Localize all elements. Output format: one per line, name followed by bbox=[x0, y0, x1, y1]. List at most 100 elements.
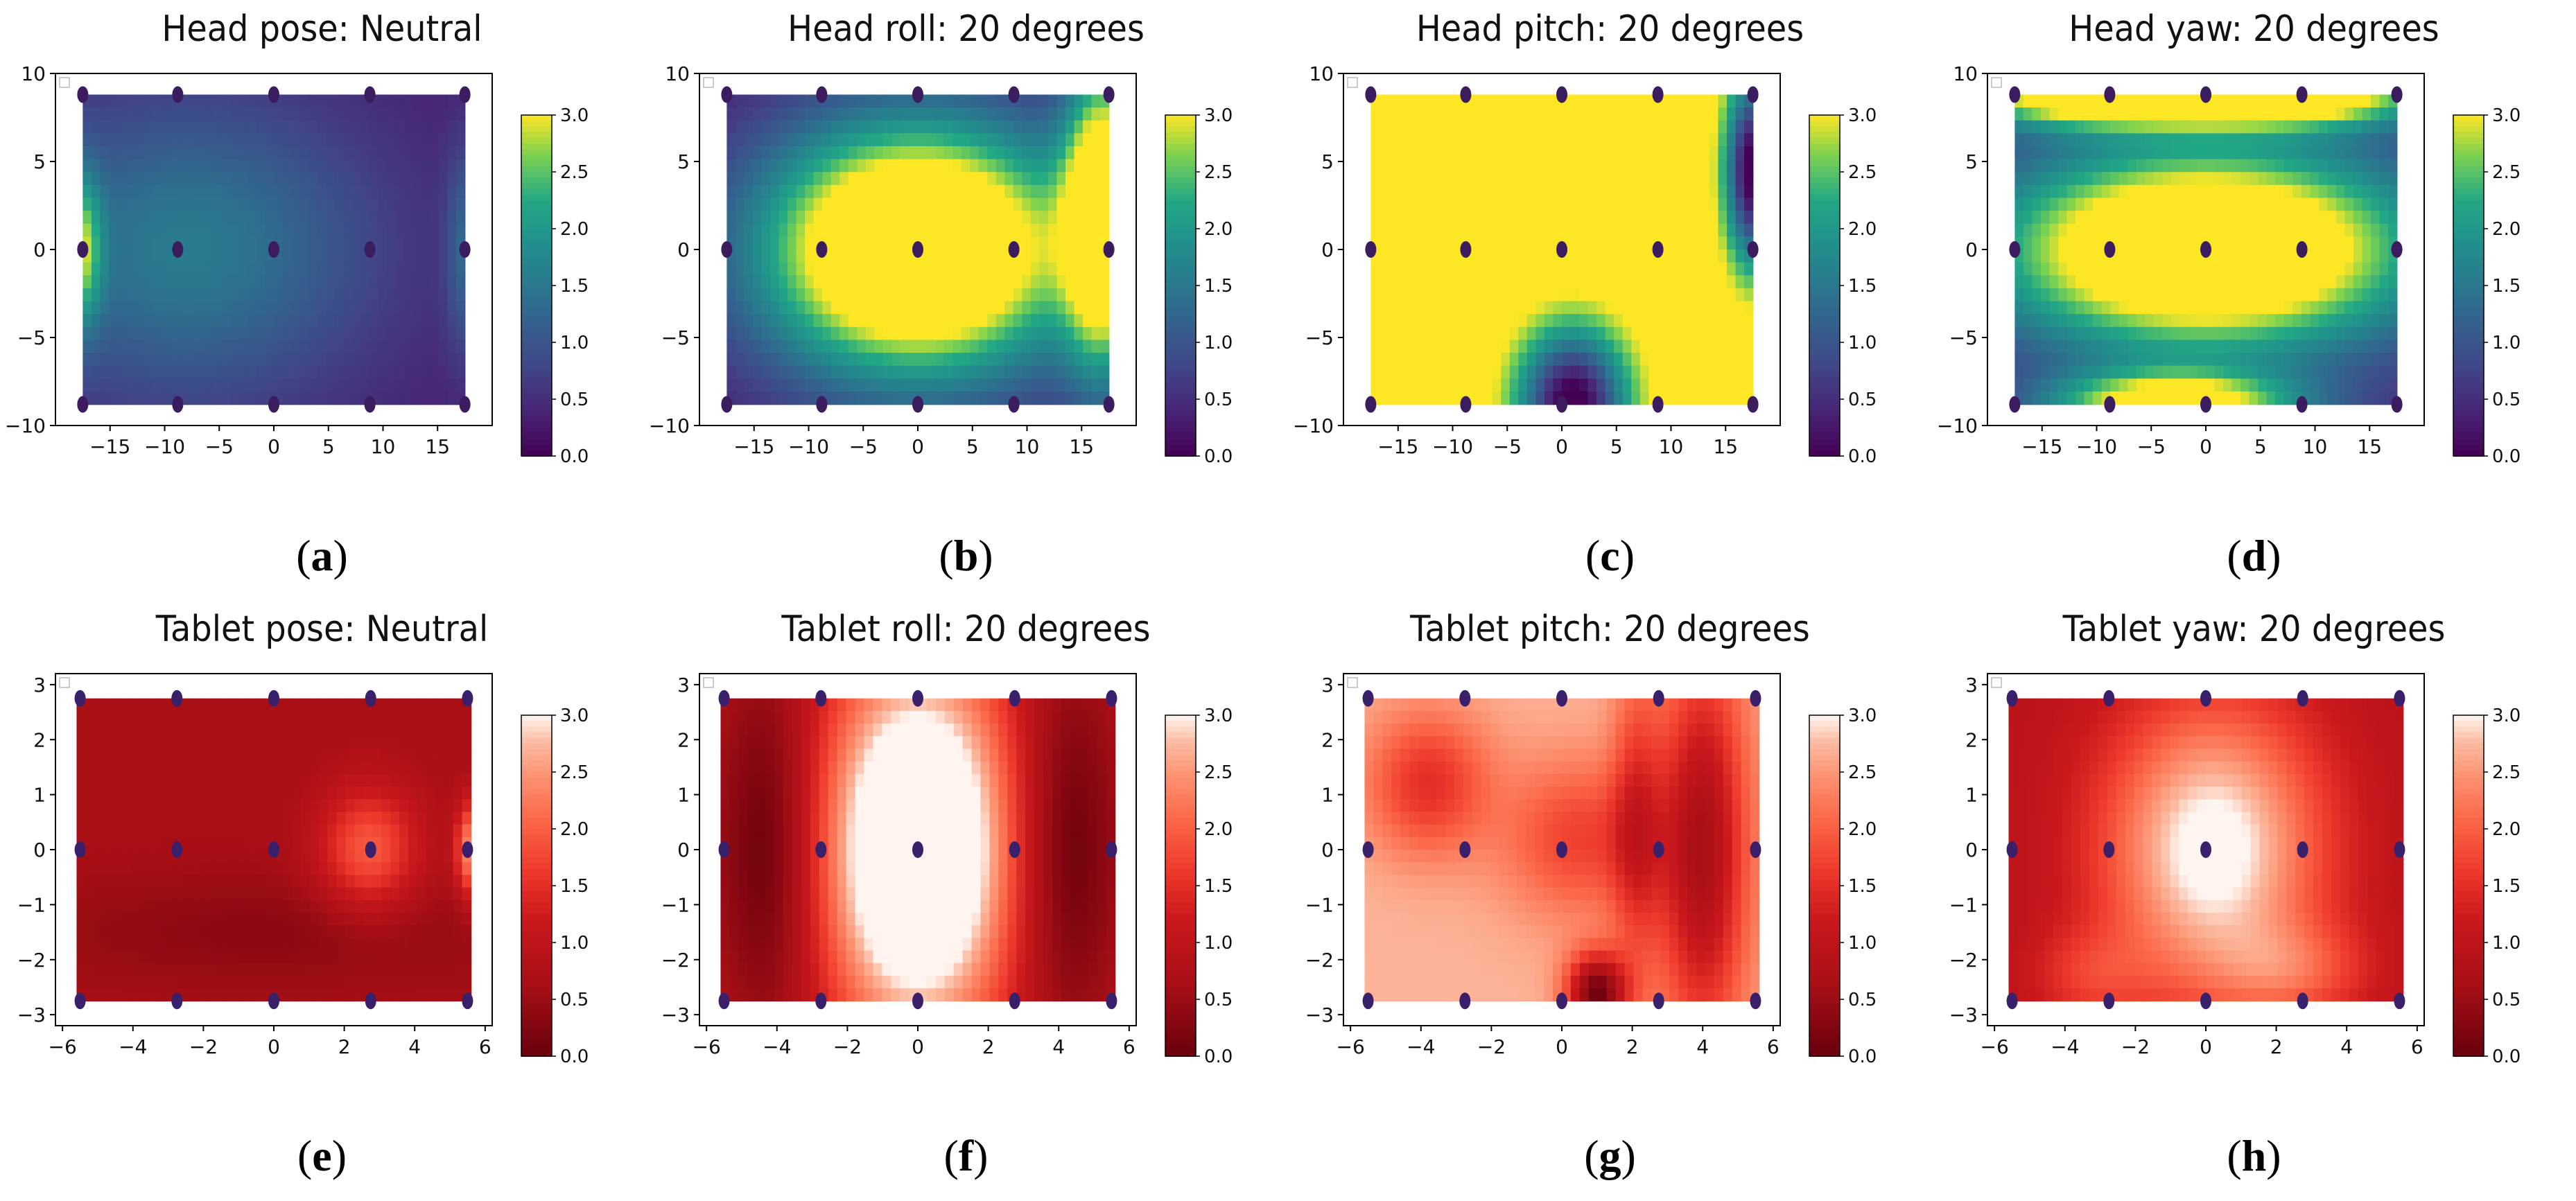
heatmap-cell bbox=[1483, 314, 1493, 328]
heatmap-cell bbox=[1735, 314, 1745, 328]
heatmap-cell bbox=[112, 887, 122, 901]
heatmap-cell bbox=[221, 133, 232, 147]
heatmap-cell bbox=[169, 288, 179, 302]
heatmap-cell bbox=[175, 862, 185, 876]
heatmap-cell bbox=[752, 365, 763, 380]
heatmap-cell bbox=[2084, 159, 2094, 173]
heatmap-cell bbox=[2197, 223, 2207, 238]
heatmap-cell bbox=[1022, 223, 1032, 238]
heatmap-cell bbox=[1744, 353, 1754, 367]
heatmap-cell bbox=[1535, 184, 1545, 199]
heatmap-cell bbox=[2214, 159, 2224, 173]
heatmap-cell bbox=[204, 301, 214, 315]
heatmap-cell bbox=[2292, 184, 2302, 199]
heatmap-cell bbox=[882, 223, 893, 238]
colorbar-segment bbox=[1165, 399, 1196, 405]
colorbar-segment bbox=[521, 353, 552, 360]
heatmap-cell bbox=[1674, 184, 1685, 199]
heatmap-cell bbox=[1100, 301, 1110, 315]
heatmap-cell bbox=[82, 120, 92, 134]
heatmap-cell bbox=[1587, 94, 1597, 108]
heatmap-cell bbox=[2075, 301, 2085, 315]
heatmap-cell bbox=[900, 326, 910, 341]
heatmap-cell bbox=[1100, 378, 1110, 392]
heatmap-cell bbox=[175, 724, 185, 737]
heatmap-cell bbox=[143, 172, 153, 186]
heatmap-cell bbox=[103, 824, 114, 838]
heatmap-cell bbox=[935, 94, 945, 108]
heatmap-cell bbox=[121, 748, 131, 762]
heatmap-cell bbox=[378, 172, 388, 186]
heatmap-cell bbox=[1709, 184, 1719, 199]
heatmap-cell bbox=[2101, 301, 2111, 315]
heatmap-cell bbox=[317, 94, 327, 108]
heatmap-cell bbox=[978, 353, 989, 367]
heatmap-cell bbox=[1056, 262, 1066, 277]
heatmap-cell bbox=[1466, 120, 1476, 134]
heatmap-cell bbox=[221, 275, 232, 289]
heatmap-cell bbox=[2197, 275, 2207, 289]
heatmap-cell bbox=[2023, 211, 2033, 225]
heatmap-cell bbox=[1056, 223, 1066, 238]
heatmap-cell bbox=[1700, 172, 1710, 186]
heatmap-cell bbox=[2249, 107, 2259, 121]
colorbar-segment bbox=[2453, 115, 2484, 121]
heatmap-cell bbox=[2301, 288, 2311, 302]
heatmap-cell bbox=[1553, 275, 1563, 289]
heatmap-cell bbox=[1709, 172, 1719, 186]
heatmap-cell bbox=[2206, 107, 2216, 121]
heatmap-cell bbox=[2231, 391, 2241, 405]
heatmap-cell bbox=[152, 301, 162, 315]
heatmap-cell bbox=[112, 799, 122, 813]
heatmap-cell bbox=[1501, 133, 1511, 147]
heatmap-cell bbox=[1518, 133, 1528, 147]
heatmap-cell bbox=[299, 107, 309, 121]
heatmap-cell bbox=[1562, 107, 1572, 121]
heatmap-cell bbox=[1065, 107, 1075, 121]
heatmap-cell bbox=[169, 365, 179, 380]
heatmap-cell bbox=[121, 925, 131, 939]
heatmap-cell bbox=[1648, 262, 1658, 277]
heatmap-cell bbox=[1457, 120, 1467, 134]
heatmap-cell bbox=[195, 159, 205, 173]
heatmap-cell bbox=[403, 236, 414, 250]
legend-box bbox=[59, 77, 70, 88]
heatmap-cell bbox=[121, 812, 131, 825]
heatmap-cell bbox=[882, 198, 893, 211]
heatmap-cell bbox=[1709, 288, 1719, 302]
heatmap-cell bbox=[421, 314, 431, 328]
heatmap-cell bbox=[1596, 340, 1606, 353]
heatmap-cell bbox=[961, 288, 971, 302]
heatmap-cell bbox=[926, 120, 936, 134]
heatmap-cell bbox=[230, 353, 240, 367]
heatmap-cell bbox=[2344, 159, 2354, 173]
heatmap-cell bbox=[130, 773, 140, 787]
heatmap-cell bbox=[805, 133, 815, 147]
heatmap-cell bbox=[169, 314, 179, 328]
heatmap-cell bbox=[2301, 184, 2311, 199]
heatmap-cell bbox=[1622, 94, 1633, 108]
heatmap-cell bbox=[1022, 184, 1032, 199]
heatmap-cell bbox=[813, 223, 823, 238]
heatmap-cell bbox=[2118, 223, 2129, 238]
colorbar-segment bbox=[2453, 240, 2484, 247]
heatmap-cell bbox=[778, 159, 788, 173]
heatmap-cell bbox=[1639, 107, 1650, 121]
heatmap-cell bbox=[2258, 391, 2268, 405]
heatmap-cell bbox=[2110, 262, 2120, 277]
heatmap-cell bbox=[1431, 314, 1441, 328]
heatmap-cell bbox=[1440, 159, 1450, 173]
heatmap-cell bbox=[1596, 107, 1606, 121]
heatmap-cell bbox=[2223, 275, 2233, 289]
heatmap-cell bbox=[2318, 353, 2329, 367]
heatmap-cell bbox=[2084, 262, 2094, 277]
heatmap-cell bbox=[995, 146, 1006, 160]
colorbar-segment bbox=[521, 365, 552, 371]
heatmap-cell bbox=[909, 172, 919, 186]
heatmap-cell bbox=[961, 172, 971, 186]
heatmap-cell bbox=[178, 211, 188, 225]
heatmap-cell bbox=[1483, 288, 1493, 302]
heatmap-cell bbox=[2162, 288, 2172, 302]
heatmap-cell bbox=[726, 159, 736, 173]
heatmap-cell bbox=[1047, 365, 1058, 380]
